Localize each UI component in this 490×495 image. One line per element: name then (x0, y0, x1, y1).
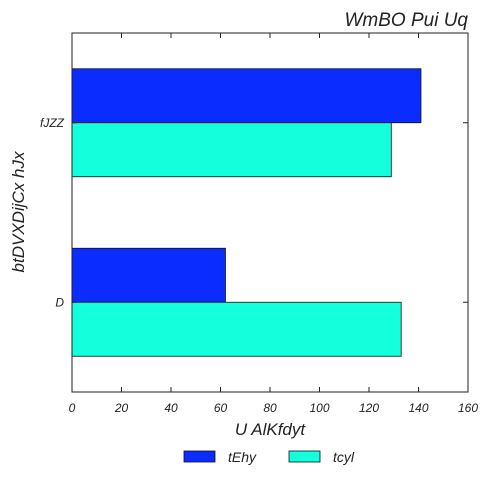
y-axis-label: btDVXDijCx hJx (9, 151, 28, 272)
x-tick-label: 100 (309, 401, 329, 415)
legend-swatch-tcyl (288, 450, 321, 463)
x-tick-label: 60 (214, 401, 228, 415)
x-tick-label: 0 (69, 401, 76, 415)
x-tick-label: 40 (164, 401, 178, 415)
legend-label-tEhy: tEhy (228, 449, 257, 465)
y-tick-label: fJZZ (40, 116, 65, 130)
y-tick-label: D (55, 295, 64, 309)
x-tick-label: 140 (408, 401, 428, 415)
legend-swatch-tEhy (183, 450, 216, 463)
x-tick-label: 120 (359, 401, 379, 415)
bar-tcyl-fJZZ (71, 122, 392, 178)
bar-tEhy-D (71, 247, 226, 303)
x-tick-label: 80 (263, 401, 277, 415)
x-axis-label: U AlKfdyt (235, 420, 307, 439)
bars-layer (71, 68, 422, 357)
bar-tEhy-fJZZ (71, 68, 422, 124)
bar-tcyl-D (71, 301, 402, 357)
x-tick-label: 160 (458, 401, 478, 415)
legend: tEhy tcyl (183, 449, 355, 465)
x-tick-label: 20 (114, 401, 129, 415)
legend-label-tcyl: tcyl (333, 449, 355, 465)
chart-title: WmBO Pui Uq (344, 10, 468, 31)
